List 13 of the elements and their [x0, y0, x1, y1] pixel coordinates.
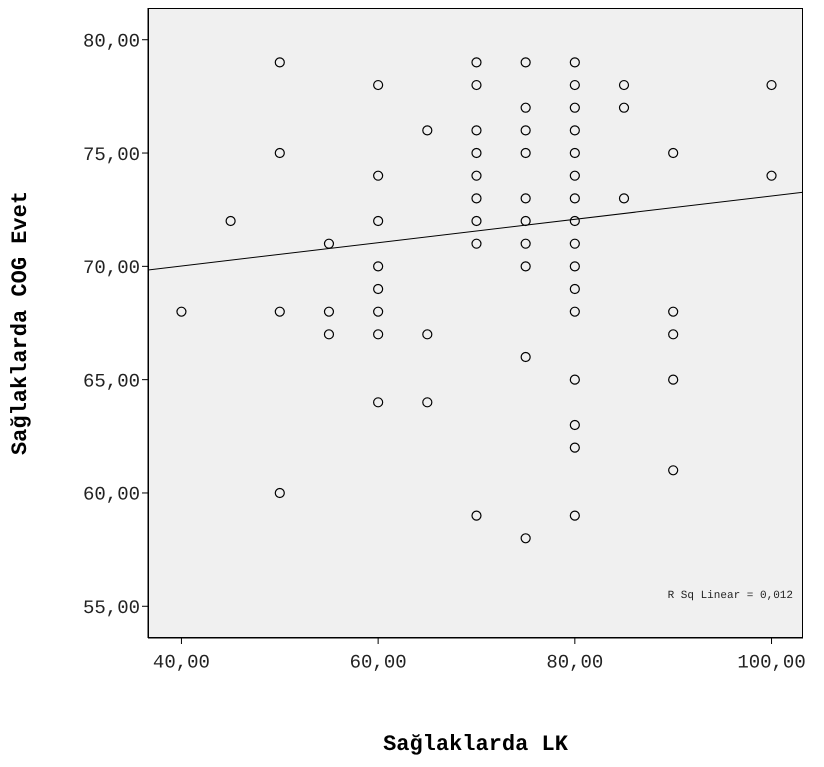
- x-tick-label: 40,00: [152, 651, 210, 674]
- y-axis-title: Sağlaklarda COG Evet: [8, 190, 33, 456]
- y-tick-label: 55,00: [82, 597, 140, 620]
- x-axis-title: Sağlaklarda LK: [383, 732, 569, 757]
- x-tick-label: 80,00: [546, 651, 604, 674]
- x-tick-label: 60,00: [350, 651, 407, 674]
- y-tick-label: 65,00: [82, 370, 140, 392]
- annotation: R Sq Linear = 0,012: [668, 590, 793, 602]
- y-tick-label: 75,00: [82, 144, 140, 166]
- y-tick-label: 70,00: [82, 257, 140, 280]
- y-tick-label: 60,00: [82, 484, 140, 506]
- x-tick-label: 100,00: [737, 651, 806, 674]
- y-tick-label: 80,00: [82, 30, 140, 52]
